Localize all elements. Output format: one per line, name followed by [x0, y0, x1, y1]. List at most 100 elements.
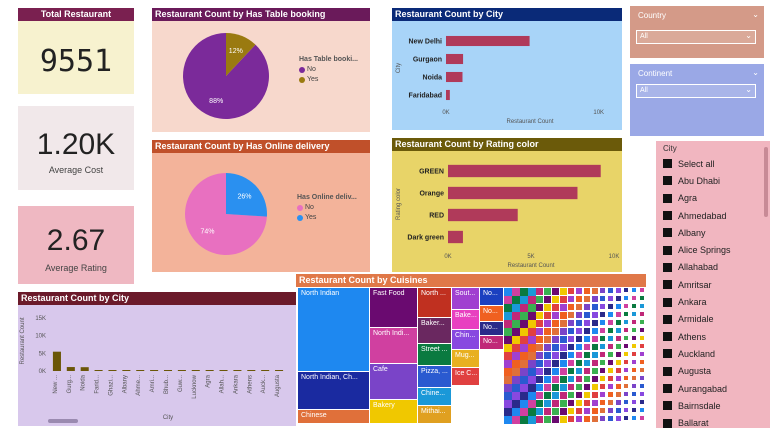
treemap-cell-small[interactable]: [592, 352, 598, 358]
treemap-cell[interactable]: North Indian, Ch...: [298, 372, 369, 409]
treemap-cell-small[interactable]: [520, 328, 528, 336]
treemap-cell-small[interactable]: [584, 408, 590, 414]
treemap-cell-small[interactable]: [584, 304, 590, 310]
city-list-item[interactable]: Ballarat: [656, 414, 762, 428]
treemap-cell[interactable]: North ...: [418, 288, 451, 317]
treemap-cell-small[interactable]: [584, 320, 590, 326]
treemap-cell-small[interactable]: [632, 336, 636, 340]
treemap-cell-small[interactable]: [528, 304, 536, 312]
city-list-item[interactable]: Amritsar: [656, 276, 762, 293]
treemap-cell-small[interactable]: [632, 408, 636, 412]
treemap-cell-small[interactable]: [608, 352, 613, 357]
checkbox-icon[interactable]: [663, 297, 672, 307]
treemap-cell-small[interactable]: [608, 416, 613, 421]
treemap-cell-small[interactable]: [552, 296, 559, 303]
treemap-cell-small[interactable]: [592, 408, 598, 414]
treemap-cell-small[interactable]: [528, 368, 536, 376]
treemap-cell-small[interactable]: [528, 416, 536, 424]
treemap-cell-small[interactable]: [544, 344, 551, 351]
treemap-cell-small[interactable]: [536, 400, 543, 407]
treemap-cell-small[interactable]: [536, 376, 543, 383]
continent-dropdown[interactable]: All ⌄: [636, 84, 756, 98]
treemap-cell-small[interactable]: [608, 304, 613, 309]
treemap-cell-small[interactable]: [544, 312, 551, 319]
treemap-cell-small[interactable]: [616, 376, 621, 381]
treemap-cell-small[interactable]: [600, 384, 605, 389]
treemap-cell-small[interactable]: [568, 400, 574, 406]
treemap-cell-small[interactable]: [528, 384, 536, 392]
treemap-cell-small[interactable]: [608, 384, 613, 389]
treemap-cell-small[interactable]: [576, 392, 582, 398]
treemap-cell-small[interactable]: [576, 400, 582, 406]
treemap-cell-small[interactable]: [512, 416, 520, 424]
treemap-cell-small[interactable]: [584, 312, 590, 318]
treemap-cell-small[interactable]: [576, 296, 582, 302]
treemap-cell-small[interactable]: [504, 352, 512, 360]
treemap-cell-small[interactable]: [592, 288, 598, 294]
treemap-cell-small[interactable]: [632, 376, 636, 380]
treemap-cell-small[interactable]: [512, 384, 520, 392]
treemap-cell-small[interactable]: [632, 368, 636, 372]
treemap-cell-small[interactable]: [536, 360, 543, 367]
treemap-cell-small[interactable]: [568, 320, 574, 326]
treemap-cell-small[interactable]: [640, 408, 644, 412]
online-delivery-pie[interactable]: 74% 26%: [184, 172, 268, 256]
treemap-cell-small[interactable]: [552, 392, 559, 399]
treemap-cell-small[interactable]: [600, 368, 605, 373]
treemap-cell-small[interactable]: [608, 400, 613, 405]
treemap-cell-small[interactable]: [592, 328, 598, 334]
treemap-cell-small[interactable]: [576, 328, 582, 334]
treemap-cell-small[interactable]: [536, 296, 543, 303]
treemap-cell-small[interactable]: [624, 336, 628, 340]
treemap-cell-small[interactable]: [576, 368, 582, 374]
treemap-cell-small[interactable]: [576, 304, 582, 310]
treemap-cell-small[interactable]: [520, 416, 528, 424]
treemap-cell-small[interactable]: [576, 312, 582, 318]
treemap-cell-small[interactable]: [504, 288, 512, 296]
treemap-cell-small[interactable]: [608, 296, 613, 301]
treemap-cell-small[interactable]: [584, 376, 590, 382]
treemap-cell-small[interactable]: [520, 408, 528, 416]
treemap-cell-small[interactable]: [600, 400, 605, 405]
treemap-cell-small[interactable]: [520, 384, 528, 392]
city-list-item[interactable]: Auckland: [656, 345, 762, 362]
treemap-cell-small[interactable]: [536, 312, 543, 319]
treemap-cell-small[interactable]: [512, 376, 520, 384]
country-collapse-icon[interactable]: ⌄: [752, 10, 759, 19]
treemap-cell-small[interactable]: [576, 344, 582, 350]
treemap-cell-small[interactable]: [560, 384, 567, 391]
treemap-cell-small[interactable]: [568, 376, 574, 382]
treemap-cell-small[interactable]: [512, 336, 520, 344]
treemap-cell-small[interactable]: [560, 408, 567, 415]
treemap-cell-small[interactable]: [608, 368, 613, 373]
treemap-cell-small[interactable]: [544, 368, 551, 375]
treemap-cell-small[interactable]: [568, 408, 574, 414]
treemap-cell[interactable]: Chine...: [418, 388, 451, 405]
treemap-cell-small[interactable]: [584, 336, 590, 342]
treemap-cell-small[interactable]: [584, 368, 590, 374]
city-list-scrollbar[interactable]: [764, 147, 768, 217]
treemap-cell-small[interactable]: [520, 320, 528, 328]
treemap-cell-small[interactable]: [632, 328, 636, 332]
treemap-cell-small[interactable]: [552, 328, 559, 335]
treemap-cell-small[interactable]: [560, 368, 567, 375]
treemap-cell-small[interactable]: [528, 296, 536, 304]
treemap-cell-small[interactable]: [536, 304, 543, 311]
treemap-cell-small[interactable]: [504, 360, 512, 368]
treemap-cell-small[interactable]: [592, 320, 598, 326]
city-list-item[interactable]: Aurangabad: [656, 380, 762, 397]
treemap-cell-small[interactable]: [512, 288, 520, 296]
city-select-all[interactable]: Select all: [656, 155, 762, 172]
treemap-cell-small[interactable]: [536, 384, 543, 391]
treemap-cell-small[interactable]: [552, 416, 559, 423]
treemap-cell-small[interactable]: [624, 320, 628, 324]
treemap-cell-small[interactable]: [624, 368, 628, 372]
treemap-cell-small[interactable]: [568, 392, 574, 398]
treemap-cell-small[interactable]: [512, 400, 520, 408]
treemap-cell-small[interactable]: [576, 320, 582, 326]
city-list-item[interactable]: Alice Springs: [656, 241, 762, 258]
treemap-cell-small[interactable]: [568, 416, 574, 422]
city-list-item[interactable]: Albany: [656, 224, 762, 241]
treemap-cell-small[interactable]: [592, 400, 598, 406]
treemap-cell-small[interactable]: [520, 312, 528, 320]
